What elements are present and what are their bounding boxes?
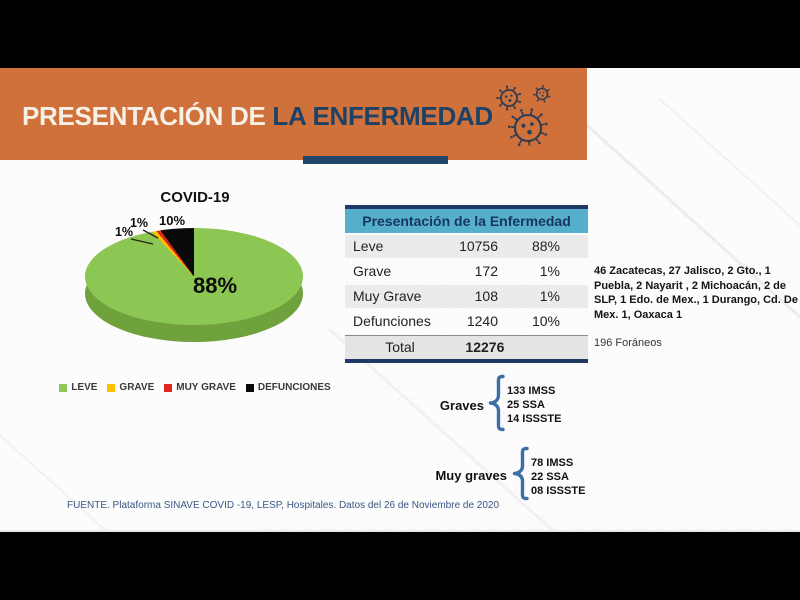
graves-item: 14 ISSSTE [507, 413, 562, 425]
accent-bar [303, 156, 448, 164]
muy-graves-item: 78 IMSS [531, 457, 574, 469]
legend-label-grave: GRAVE [119, 382, 155, 393]
table-row: Grave 172 1% [345, 260, 588, 283]
page-title-light: PRESENTACIÓN DE [22, 101, 273, 131]
table-row: Muy Grave 108 1% [345, 285, 588, 308]
table-row: Leve 10756 88% [345, 235, 588, 258]
row-value: 172 [474, 263, 498, 279]
muy-graves-item: 22 SSA [531, 471, 569, 483]
total-value: 12276 [465, 339, 505, 355]
legend-swatch-defunciones [245, 383, 254, 392]
row-pct: 1% [539, 263, 560, 279]
coronavirus-icon [496, 85, 551, 146]
presentation-table: Presentación de la Enfermedad Leve 10756… [345, 205, 588, 363]
legend-item-grave: GRAVE [107, 382, 154, 393]
background-streak [567, 108, 800, 398]
legend-label-leve: LEVE [71, 382, 98, 393]
row-value: 108 [474, 288, 498, 304]
row-label: Grave [353, 263, 392, 279]
muy-graves-items: 78 IMSS 22 SSA 08 ISSSTE [531, 456, 585, 498]
slide: PRESENTACIÓN DE LA ENFERMEDAD COVID-19 8… [0, 68, 800, 532]
slice-label-leve: 88% [192, 273, 238, 298]
total-pct-empty [504, 336, 560, 359]
graves-label: Graves [439, 398, 484, 413]
row-label: Defunciones [353, 313, 431, 329]
legend-swatch-leve [59, 383, 68, 392]
background-streak [658, 98, 800, 388]
slice-label-grave: 1% [129, 216, 149, 230]
graves-item: 133 IMSS [507, 385, 556, 397]
row-label: Leve [353, 238, 384, 254]
table-total-row: Total 12276 [345, 335, 588, 359]
total-label: Total [385, 339, 415, 355]
page-title: PRESENTACIÓN DE LA ENFERMEDAD [22, 101, 493, 131]
row-pct: 88% [531, 238, 560, 254]
row-label: Muy Grave [353, 288, 422, 304]
legend-item-defunciones: DEFUNCIONES [245, 382, 331, 393]
pie-chart [85, 228, 303, 342]
row-value: 10756 [459, 238, 498, 254]
slice-label-defunciones: 10% [158, 213, 186, 228]
table-row: Defunciones 1240 10% [345, 310, 588, 333]
chart-title: COVID-19 [160, 189, 230, 206]
muy-graves-item: 08 ISSSTE [531, 485, 586, 497]
muy-graves-label: Muy graves [435, 468, 507, 483]
row-value: 1240 [466, 313, 498, 329]
brace-icon [512, 446, 529, 501]
graves-item: 25 SSA [507, 399, 545, 411]
legend-item-leve: LEVE [59, 382, 97, 393]
chart-legend: LEVE GRAVE MUY GRAVE DEFUNCIONES [50, 382, 340, 393]
legend-swatch-grave [107, 383, 116, 392]
pie-surface [85, 228, 303, 325]
title-banner: PRESENTACIÓN DE LA ENFERMEDAD [0, 68, 587, 160]
graves-items: 133 IMSS 25 SSA 14 ISSSTE [507, 384, 561, 426]
states-breakdown-note: 46 Zacatecas, 27 Jalisco, 2 Gto., 1 Pueb… [594, 265, 798, 321]
legend-swatch-muy-grave [164, 383, 173, 392]
legend-label-muy-grave: MUY GRAVE [176, 382, 236, 393]
row-pct: 1% [539, 288, 560, 304]
row-pct: 10% [531, 313, 560, 329]
source-footer: FUENTE. Plataforma SINAVE COVID -19, LES… [67, 500, 500, 511]
legend-label-defunciones: DEFUNCIONES [257, 382, 331, 393]
foraneos-note: 196 Foráneos [594, 337, 662, 349]
slice-label-muy-grave: 1% [114, 225, 134, 239]
table-header: Presentación de la Enfermedad [345, 209, 588, 233]
leader-lines [130, 229, 159, 245]
brace-icon [488, 374, 505, 432]
background-streak [0, 398, 183, 530]
page-title-dark: LA ENFERMEDAD [272, 101, 493, 131]
legend-item-muy-grave: MUY GRAVE [164, 382, 236, 393]
